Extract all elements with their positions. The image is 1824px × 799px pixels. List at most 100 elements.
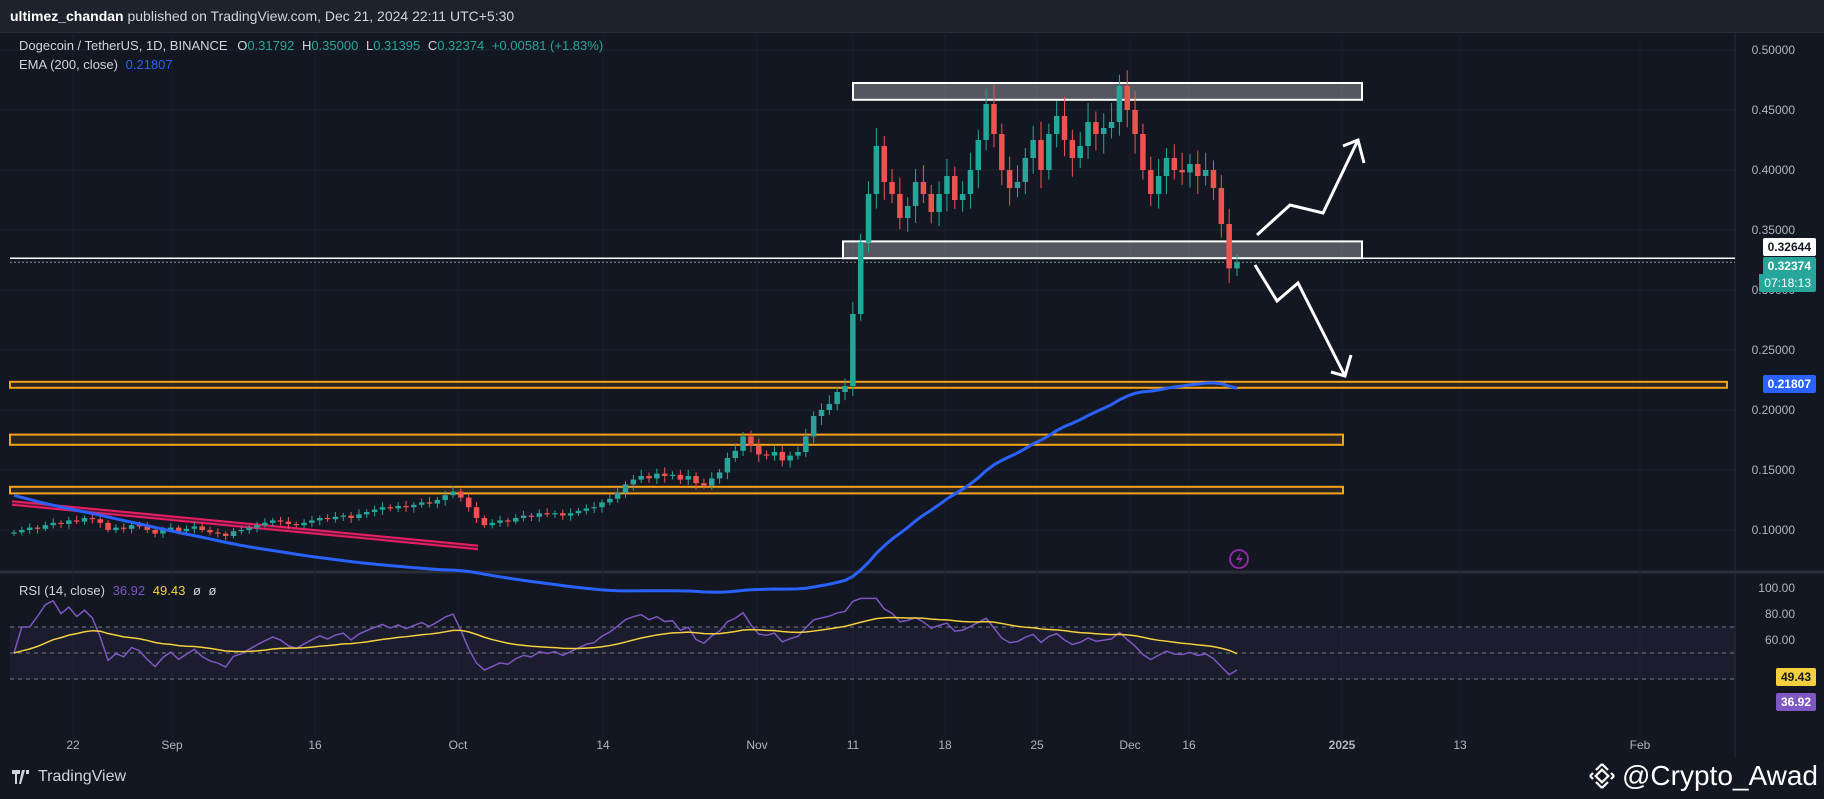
- candle-body: [348, 515, 354, 518]
- candle-body: [1155, 176, 1162, 194]
- candle-body: [583, 508, 590, 511]
- candle-body: [73, 520, 80, 522]
- candle-body: [317, 518, 323, 521]
- high-label: H: [301, 38, 312, 53]
- candle-body: [646, 476, 652, 479]
- ema-label: EMA (200, close): [19, 57, 118, 72]
- close-value: 0.32374: [437, 38, 485, 53]
- price-axis-tick: 0.35000: [1752, 223, 1796, 237]
- rsi-axis-tick: 80.00: [1765, 607, 1795, 621]
- candle-body: [756, 446, 762, 455]
- candle-body: [599, 502, 605, 508]
- candle-body: [285, 521, 292, 524]
- time-axis-tick: 22: [66, 738, 80, 752]
- candle-body: [912, 182, 919, 206]
- candle-body: [222, 533, 229, 536]
- candle-body: [426, 502, 433, 504]
- candle-body: [740, 436, 746, 451]
- candle-body: [677, 474, 684, 480]
- publish-text: published on TradingView.com, Dec 21, 20…: [123, 8, 515, 24]
- price-chart[interactable]: 0.500000.450000.400000.350000.300000.250…: [0, 32, 1824, 757]
- candle-body: [928, 194, 934, 212]
- candle-body: [1218, 188, 1225, 224]
- candle-body: [975, 140, 982, 170]
- candle-body: [669, 474, 676, 476]
- time-axis-tick: Dec: [1119, 738, 1140, 752]
- candle-body: [144, 526, 151, 530]
- price-zone-resistance: [852, 82, 1363, 101]
- candle-body: [128, 525, 135, 529]
- rsi-legend[interactable]: RSI (14, close) 36.92 49.43 ø ø: [19, 583, 216, 598]
- candle-body: [19, 530, 25, 533]
- candle-body: [959, 194, 966, 200]
- time-axis-tick: 18: [938, 738, 952, 752]
- publish-info: ultimez_chandan published on TradingView…: [10, 8, 514, 24]
- candle-body: [505, 520, 511, 522]
- arrow-up-head: [1342, 137, 1366, 164]
- candle-body: [763, 454, 770, 456]
- tradingview-logo[interactable]: TradingView: [12, 768, 126, 786]
- candle-body: [818, 410, 825, 416]
- ema-legend[interactable]: EMA (200, close) 0.21807: [19, 57, 173, 72]
- rsi-axis-tick: 60.00: [1765, 633, 1795, 647]
- trend-channel-fill: [11, 501, 479, 550]
- candle-body: [638, 476, 644, 480]
- candle-body: [701, 483, 707, 486]
- level-price-tag: 0.32644: [1762, 238, 1816, 256]
- candle-body: [991, 104, 997, 134]
- publish-bar: ultimez_chandan published on TradingView…: [0, 0, 1824, 33]
- price-axis-tick: 0.50000: [1752, 43, 1796, 57]
- candle-body: [936, 194, 942, 212]
- candle-body: [418, 502, 425, 505]
- candle-body: [881, 146, 887, 182]
- candle-body: [591, 507, 597, 509]
- author-name[interactable]: ultimez_chandan: [10, 8, 124, 24]
- close-label: C: [427, 38, 438, 53]
- candle-body: [168, 527, 174, 530]
- candle-body: [199, 526, 205, 530]
- rsi-band-fill: [10, 627, 1735, 679]
- candle-body: [520, 515, 527, 518]
- candle-body: [654, 473, 660, 479]
- rsi-extra-1: ø: [192, 583, 201, 598]
- candle-body: [465, 497, 472, 508]
- candle-body: [26, 527, 33, 530]
- candle-body: [458, 491, 464, 498]
- low-label: L: [365, 38, 374, 53]
- candle-body: [1116, 86, 1123, 122]
- candle-body: [904, 206, 911, 218]
- candle-body: [732, 450, 739, 458]
- candle-body: [944, 176, 950, 194]
- candle-body: [497, 520, 503, 523]
- candle-body: [1046, 134, 1052, 170]
- alert-lightning-icon: [1229, 549, 1249, 569]
- candle-body: [183, 528, 190, 532]
- candle-body: [1038, 140, 1044, 170]
- symbol-legend: Dogecoin / TetherUS, 1D, BINANCE O0.3179…: [19, 38, 603, 53]
- candle-body: [269, 520, 276, 523]
- candle-body: [238, 530, 245, 532]
- candle-body: [1226, 224, 1232, 269]
- candle-body: [293, 524, 299, 526]
- candle-body: [575, 510, 582, 514]
- candle-body: [395, 506, 401, 509]
- candle-body: [920, 182, 927, 194]
- time-axis-tick: Sep: [161, 738, 183, 752]
- candle-body: [136, 525, 143, 527]
- candle-body: [1077, 146, 1083, 158]
- candle-body: [865, 194, 872, 242]
- candle-body: [215, 532, 221, 534]
- candle-body: [1148, 170, 1154, 194]
- candle-body: [795, 452, 801, 456]
- candle-body: [1163, 158, 1170, 176]
- candle-body: [512, 518, 519, 522]
- time-axis-tick: 13: [1453, 738, 1467, 752]
- candle-body: [301, 522, 307, 526]
- candle-body: [411, 504, 417, 508]
- time-axis-tick: 16: [1182, 738, 1196, 752]
- symbol-name[interactable]: Dogecoin / TetherUS, 1D, BINANCE: [19, 38, 228, 53]
- price-zone-support: [9, 433, 1344, 446]
- author-watermark: @Crypto_Awad: [1588, 760, 1818, 792]
- candle-body: [528, 515, 535, 517]
- rsi-ma-value: 49.43: [152, 583, 186, 598]
